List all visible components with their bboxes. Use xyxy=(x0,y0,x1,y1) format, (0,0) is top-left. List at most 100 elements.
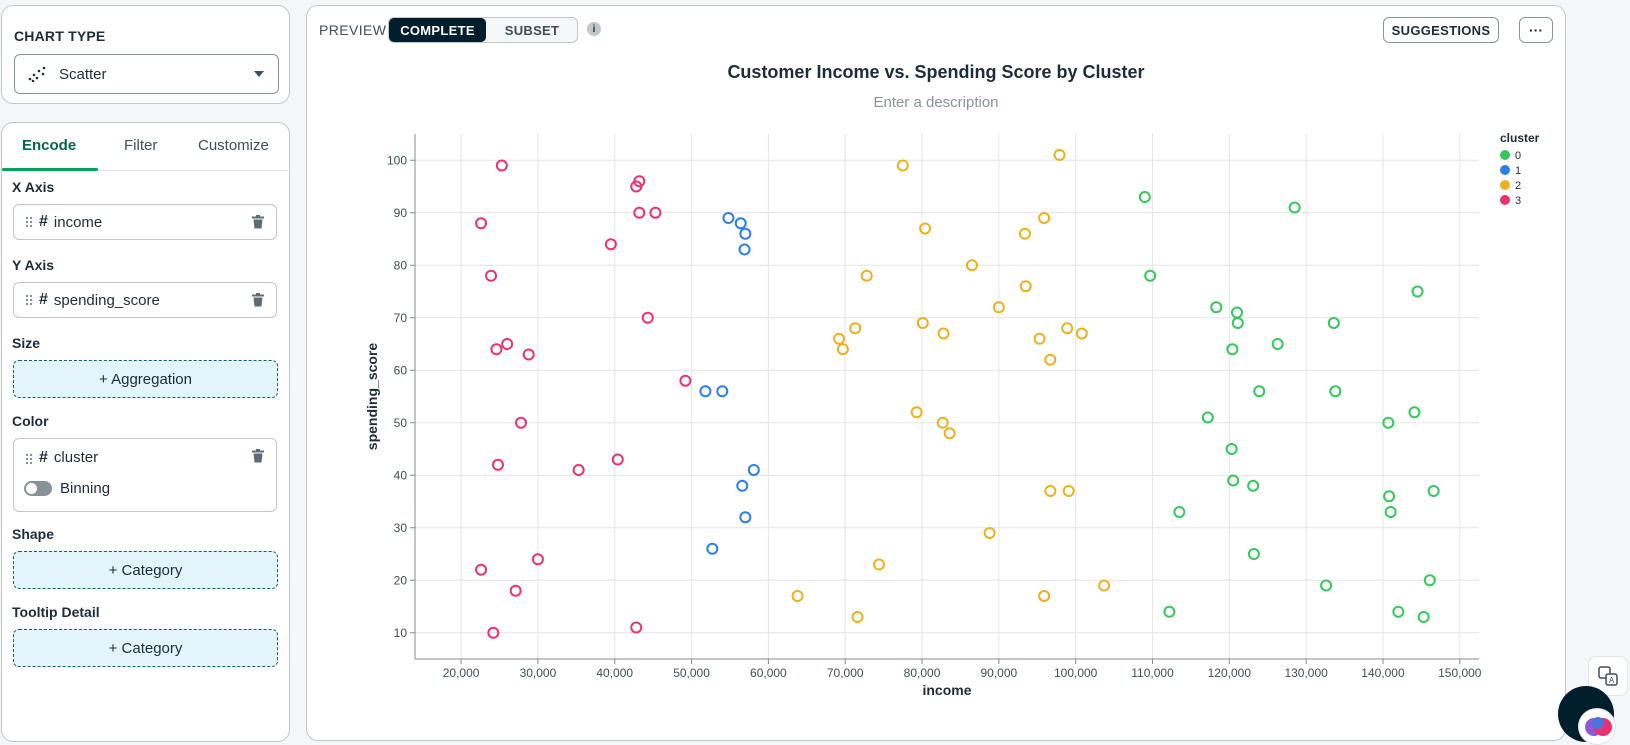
y-axis-field[interactable]: # spending_score xyxy=(13,282,277,318)
data-point-cluster-3[interactable] xyxy=(649,206,662,219)
trash-icon[interactable] xyxy=(252,449,264,463)
data-point-cluster-0[interactable] xyxy=(1427,485,1440,497)
data-point-cluster-0[interactable] xyxy=(1408,406,1421,419)
data-point-cluster-0[interactable] xyxy=(1271,338,1284,350)
info-icon[interactable]: i xyxy=(587,22,601,36)
data-point-cluster-1[interactable] xyxy=(736,479,749,492)
translate-icon[interactable]: A xyxy=(1588,656,1628,696)
data-point-cluster-0[interactable] xyxy=(1423,574,1436,587)
data-point-cluster-2[interactable] xyxy=(943,427,956,440)
data-point-cluster-2[interactable] xyxy=(965,259,978,272)
data-point-cluster-2[interactable] xyxy=(1075,327,1088,340)
data-point-cluster-0[interactable] xyxy=(1411,285,1424,298)
data-point-cluster-0[interactable] xyxy=(1144,269,1157,282)
data-point-cluster-0[interactable] xyxy=(1226,343,1239,356)
data-point-cluster-2[interactable] xyxy=(1019,280,1032,293)
data-point-cluster-1[interactable] xyxy=(734,217,747,230)
data-point-cluster-0[interactable] xyxy=(1327,317,1340,329)
data-point-cluster-1[interactable] xyxy=(739,227,752,240)
ai-brain-icon[interactable] xyxy=(1578,708,1616,745)
data-point-cluster-1[interactable] xyxy=(747,464,760,476)
data-point-cluster-0[interactable] xyxy=(1231,306,1244,319)
tab-encode[interactable]: Encode xyxy=(22,137,77,154)
drag-handle-icon[interactable] xyxy=(25,453,33,465)
tab-customize[interactable]: Customize xyxy=(198,137,269,154)
data-point-cluster-2[interactable] xyxy=(992,301,1005,314)
data-point-cluster-2[interactable] xyxy=(916,317,929,329)
data-point-cluster-3[interactable] xyxy=(641,311,654,324)
data-point-cluster-0[interactable] xyxy=(1384,506,1397,518)
data-point-cluster-0[interactable] xyxy=(1138,191,1151,203)
data-point-cluster-0[interactable] xyxy=(1288,201,1301,214)
more-options-button[interactable]: ··· xyxy=(1519,17,1553,43)
drag-handle-icon[interactable] xyxy=(25,294,33,306)
data-point-cluster-0[interactable] xyxy=(1225,443,1238,455)
data-point-cluster-2[interactable] xyxy=(1044,485,1057,497)
data-point-cluster-1[interactable] xyxy=(739,511,752,524)
data-point-cluster-0[interactable] xyxy=(1173,506,1186,518)
data-point-cluster-0[interactable] xyxy=(1231,317,1244,329)
color-field[interactable]: # cluster xyxy=(13,438,277,512)
subset-button[interactable]: SUBSET xyxy=(504,22,560,38)
data-point-cluster-2[interactable] xyxy=(873,558,886,571)
data-point-cluster-0[interactable] xyxy=(1163,605,1176,618)
data-point-cluster-2[interactable] xyxy=(1098,579,1111,592)
data-point-cluster-2[interactable] xyxy=(851,611,864,623)
binning-toggle[interactable] xyxy=(24,481,52,496)
complete-button[interactable]: COMPLETE xyxy=(389,18,486,42)
data-point-cluster-2[interactable] xyxy=(1038,212,1051,224)
chart-type-select[interactable]: Scatter xyxy=(14,54,279,94)
data-point-cluster-0[interactable] xyxy=(1320,579,1333,592)
data-point-cluster-3[interactable] xyxy=(604,238,617,251)
data-point-cluster-0[interactable] xyxy=(1227,474,1240,487)
shape-category-dropzone[interactable]: + Category xyxy=(13,551,278,589)
data-point-cluster-2[interactable] xyxy=(1053,149,1066,161)
data-point-cluster-2[interactable] xyxy=(1061,322,1074,335)
data-point-cluster-3[interactable] xyxy=(522,348,535,361)
data-point-cluster-2[interactable] xyxy=(1044,353,1057,366)
data-point-cluster-1[interactable] xyxy=(699,385,712,398)
data-point-cluster-3[interactable] xyxy=(515,416,528,429)
data-point-cluster-3[interactable] xyxy=(487,626,500,639)
data-point-cluster-3[interactable] xyxy=(630,621,643,634)
data-point-cluster-2[interactable] xyxy=(896,159,909,172)
data-point-cluster-0[interactable] xyxy=(1201,411,1214,424)
data-point-cluster-2[interactable] xyxy=(937,327,950,340)
data-point-cluster-2[interactable] xyxy=(936,416,949,429)
data-point-cluster-0[interactable] xyxy=(1247,548,1260,560)
data-point-cluster-2[interactable] xyxy=(1033,332,1046,345)
data-point-cluster-2[interactable] xyxy=(849,322,862,335)
data-point-cluster-2[interactable] xyxy=(1018,227,1031,240)
data-point-cluster-3[interactable] xyxy=(630,180,643,193)
suggestions-button[interactable]: SUGGESTIONS xyxy=(1383,17,1499,43)
x-axis-field[interactable]: # income xyxy=(13,204,277,240)
data-point-cluster-3[interactable] xyxy=(495,159,508,172)
data-point-cluster-3[interactable] xyxy=(490,343,503,356)
data-point-cluster-3[interactable] xyxy=(611,453,624,466)
trash-icon[interactable] xyxy=(252,293,264,307)
data-point-cluster-0[interactable] xyxy=(1417,611,1430,623)
data-point-cluster-1[interactable] xyxy=(716,385,729,398)
drag-handle-icon[interactable] xyxy=(25,216,33,228)
data-point-cluster-2[interactable] xyxy=(983,527,996,539)
data-point-cluster-2[interactable] xyxy=(1038,590,1051,602)
trash-icon[interactable] xyxy=(252,215,264,229)
data-point-cluster-2[interactable] xyxy=(791,590,804,602)
tab-filter[interactable]: Filter xyxy=(124,137,158,154)
data-point-cluster-0[interactable] xyxy=(1382,416,1395,429)
data-point-cluster-2[interactable] xyxy=(910,406,923,419)
data-point-cluster-3[interactable] xyxy=(572,464,585,476)
data-point-cluster-0[interactable] xyxy=(1253,385,1266,398)
data-point-cluster-2[interactable] xyxy=(833,332,846,345)
chart-description[interactable]: Enter a description xyxy=(873,94,999,111)
data-point-cluster-3[interactable] xyxy=(633,206,646,219)
data-point-cluster-1[interactable] xyxy=(722,212,735,224)
data-point-cluster-3[interactable] xyxy=(485,269,498,282)
data-point-cluster-3[interactable] xyxy=(491,458,504,471)
data-point-cluster-0[interactable] xyxy=(1210,301,1223,314)
data-point-cluster-3[interactable] xyxy=(475,563,488,576)
size-aggregation-dropzone[interactable]: + Aggregation xyxy=(13,360,278,398)
data-point-cluster-0[interactable] xyxy=(1392,605,1405,618)
data-point-cluster-1[interactable] xyxy=(706,542,719,555)
data-point-cluster-1[interactable] xyxy=(738,243,751,256)
